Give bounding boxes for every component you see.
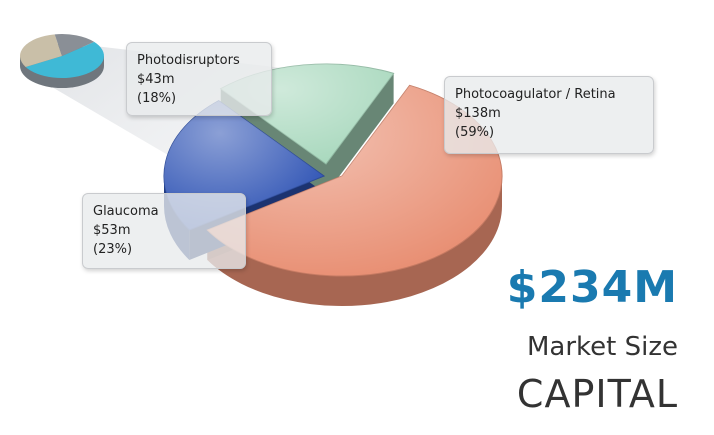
callout-photocoagulator: Photocoagulator / Retina $138m (59%)	[444, 76, 654, 154]
slice-photocoagulator-gloss	[207, 85, 503, 276]
inset-pie-slice	[54, 34, 95, 56]
capital-label: CAPITAL	[516, 372, 678, 416]
slice-pct-photodisruptors: (18%)	[137, 91, 177, 106]
inset-pie-slice	[25, 41, 104, 78]
callout-photodisruptors: Photodisruptors $43m (18%)	[126, 42, 272, 116]
slice-label-photocoagulator: Photocoagulator / Retina	[455, 87, 616, 102]
slice-pct-glaucoma: (23%)	[93, 242, 133, 257]
slice-label-glaucoma: Glaucoma	[93, 204, 159, 219]
market-size-label: Market Size	[526, 332, 678, 362]
inset-pie-slice	[19, 34, 62, 67]
slice-value-photocoagulator: $138m	[455, 106, 501, 121]
slice-label-photodisruptors: Photodisruptors	[137, 53, 240, 68]
callout-glaucoma: Glaucoma $53m (23%)	[82, 193, 246, 269]
market-total: $234M	[506, 262, 678, 313]
slice-value-photodisruptors: $43m	[137, 72, 175, 87]
slice-value-glaucoma: $53m	[93, 223, 131, 238]
slice-pct-photocoagulator: (59%)	[455, 125, 495, 140]
inset-pie	[19, 34, 104, 88]
